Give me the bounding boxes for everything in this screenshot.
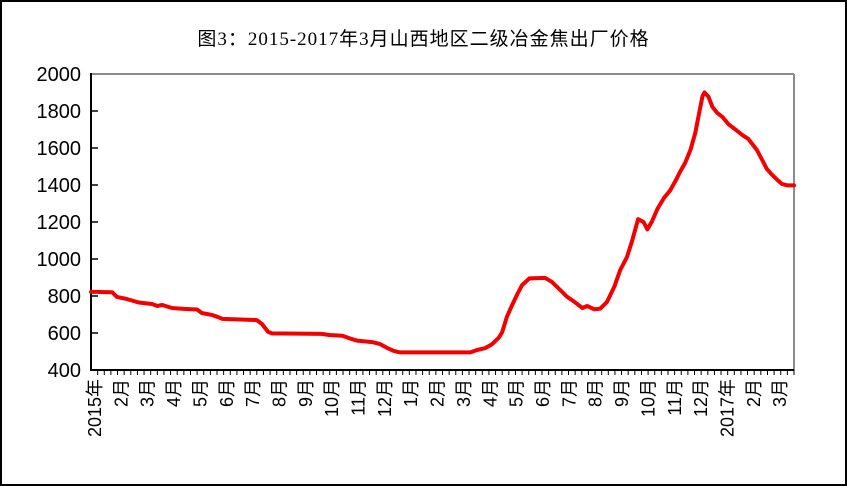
y-axis-label: 600 [48, 323, 81, 345]
y-axis-label: 800 [48, 286, 81, 308]
x-axis-label: 12月 [691, 379, 711, 417]
x-axis-label: 11月 [349, 379, 369, 416]
y-axis-label: 1400 [37, 175, 82, 197]
x-axis-label: 10月 [322, 379, 342, 417]
x-axis-label: 10月 [638, 379, 658, 417]
y-axis-label: 2000 [37, 64, 82, 86]
x-axis-label: 5月 [190, 379, 210, 407]
x-axis-label: 9月 [612, 379, 632, 407]
x-axis-label: 5月 [507, 379, 527, 407]
x-axis-label: 1月 [401, 379, 421, 407]
y-axis-label: 1000 [37, 249, 82, 271]
x-axis-label: 2月 [428, 379, 448, 407]
x-axis-label: 12月 [375, 379, 395, 417]
price-line-series [89, 90, 796, 355]
x-axis-label: 4月 [164, 379, 184, 407]
x-axis-label: 7月 [559, 379, 579, 407]
x-axis-label: 6月 [533, 379, 553, 407]
x-axis-label: 3月 [138, 379, 158, 407]
x-axis-label: 11月 [665, 379, 685, 416]
x-axis-label: 7月 [243, 379, 263, 407]
x-axis-label: 9月 [296, 379, 316, 407]
y-axis-label: 1800 [37, 101, 82, 123]
x-axis-label: 3月 [454, 379, 474, 407]
x-axis-label: 8月 [269, 379, 289, 407]
y-axis-label: 1200 [37, 212, 82, 234]
y-axis-label: 1600 [37, 138, 82, 160]
x-axis-label: 2015年 [85, 379, 105, 437]
x-axis-label: 2月 [111, 379, 131, 407]
x-axis-label: 8月 [586, 379, 606, 407]
x-axis-label: 3月 [770, 379, 790, 407]
y-axis-label: 400 [48, 360, 81, 382]
x-axis-label: 2月 [744, 379, 764, 407]
chart-title: 图3：2015-2017年3月山西地区二级冶金焦出厂价格 [197, 29, 650, 50]
x-axis-label: 6月 [217, 379, 237, 407]
x-axis-label: 4月 [480, 379, 500, 407]
x-axis-label: 2017年 [718, 379, 738, 437]
